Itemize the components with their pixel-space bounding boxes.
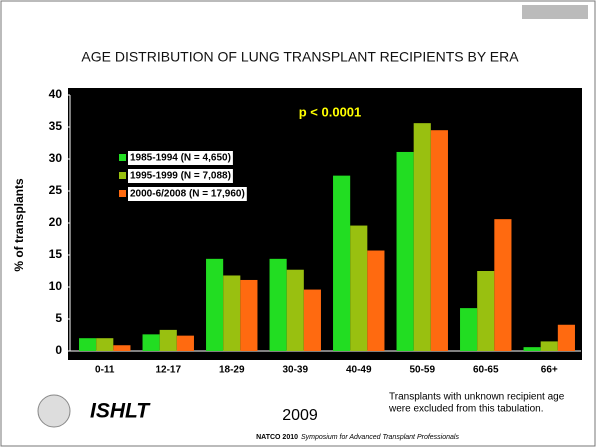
x-tick-label: 50-59 bbox=[409, 365, 435, 376]
x-tick-label: 40-49 bbox=[346, 365, 372, 376]
bar bbox=[176, 335, 194, 351]
bar bbox=[350, 225, 368, 351]
bar bbox=[477, 271, 495, 351]
hospital-logo bbox=[522, 5, 588, 19]
x-tick-label: 12-17 bbox=[155, 365, 181, 376]
bar bbox=[396, 151, 414, 351]
bar bbox=[494, 219, 512, 351]
footer-bold: NATCO 2010 bbox=[256, 434, 298, 441]
y-axis-label: % of transplants bbox=[12, 178, 26, 272]
ishlt-logo-icon bbox=[37, 394, 71, 428]
y-tick-label: 40 bbox=[49, 87, 63, 101]
bar bbox=[113, 345, 131, 351]
legend-label: 2000-6/2008 (N = 17,960) bbox=[130, 189, 245, 200]
bar bbox=[540, 341, 558, 351]
legend-marker bbox=[119, 190, 126, 197]
bar bbox=[523, 347, 541, 351]
bar bbox=[557, 324, 575, 351]
x-tick-label: 0-11 bbox=[95, 365, 115, 376]
y-tick-label: 35 bbox=[49, 119, 63, 133]
y-tick-label: 20 bbox=[49, 215, 63, 229]
y-tick-label: 10 bbox=[49, 279, 63, 293]
bar bbox=[223, 275, 241, 351]
legend-label-bg bbox=[128, 169, 233, 183]
annotation: p < 0.0001 bbox=[299, 104, 362, 119]
bar bbox=[430, 130, 448, 351]
bar bbox=[367, 250, 385, 351]
y-tick-label: 0 bbox=[55, 343, 62, 357]
legend-label-bg bbox=[128, 151, 233, 165]
bar bbox=[303, 289, 321, 351]
logo-text: ISHLT bbox=[90, 400, 151, 423]
bar bbox=[333, 175, 351, 351]
legend-marker bbox=[119, 154, 126, 161]
bar bbox=[159, 329, 177, 351]
y-tick-label: 25 bbox=[49, 183, 63, 197]
legend-label-bg bbox=[128, 187, 247, 201]
bar bbox=[96, 338, 114, 351]
legend-marker bbox=[119, 172, 126, 179]
bar bbox=[460, 308, 478, 351]
bar bbox=[269, 258, 287, 351]
y-tick-label: 15 bbox=[49, 247, 63, 261]
y-tick-label: 5 bbox=[55, 311, 62, 325]
chart-title: AGE DISTRIBUTION OF LUNG TRANSPLANT RECI… bbox=[81, 49, 519, 65]
y-tick-label: 30 bbox=[49, 151, 63, 165]
legend-label: 1995-1999 (N = 7,088) bbox=[130, 171, 231, 182]
note-line: Transplants with unknown recipient age bbox=[389, 392, 565, 403]
bar bbox=[79, 338, 97, 351]
year: 2009 bbox=[282, 407, 318, 424]
x-tick-label: 18-29 bbox=[219, 365, 245, 376]
x-tick-label: 66+ bbox=[541, 365, 558, 376]
bar bbox=[413, 123, 431, 351]
x-tick-label: 30-39 bbox=[282, 365, 308, 376]
legend-label: 1985-1994 (N = 4,650) bbox=[130, 153, 231, 164]
footer-italic: Symposium for Advanced Transplant Profes… bbox=[301, 434, 459, 441]
bar bbox=[286, 269, 304, 351]
bar bbox=[240, 279, 258, 351]
bar bbox=[142, 334, 160, 351]
x-tick-label: 60-65 bbox=[473, 365, 499, 376]
note-line: were excluded from this tabulation. bbox=[388, 404, 544, 415]
bar bbox=[206, 258, 224, 351]
